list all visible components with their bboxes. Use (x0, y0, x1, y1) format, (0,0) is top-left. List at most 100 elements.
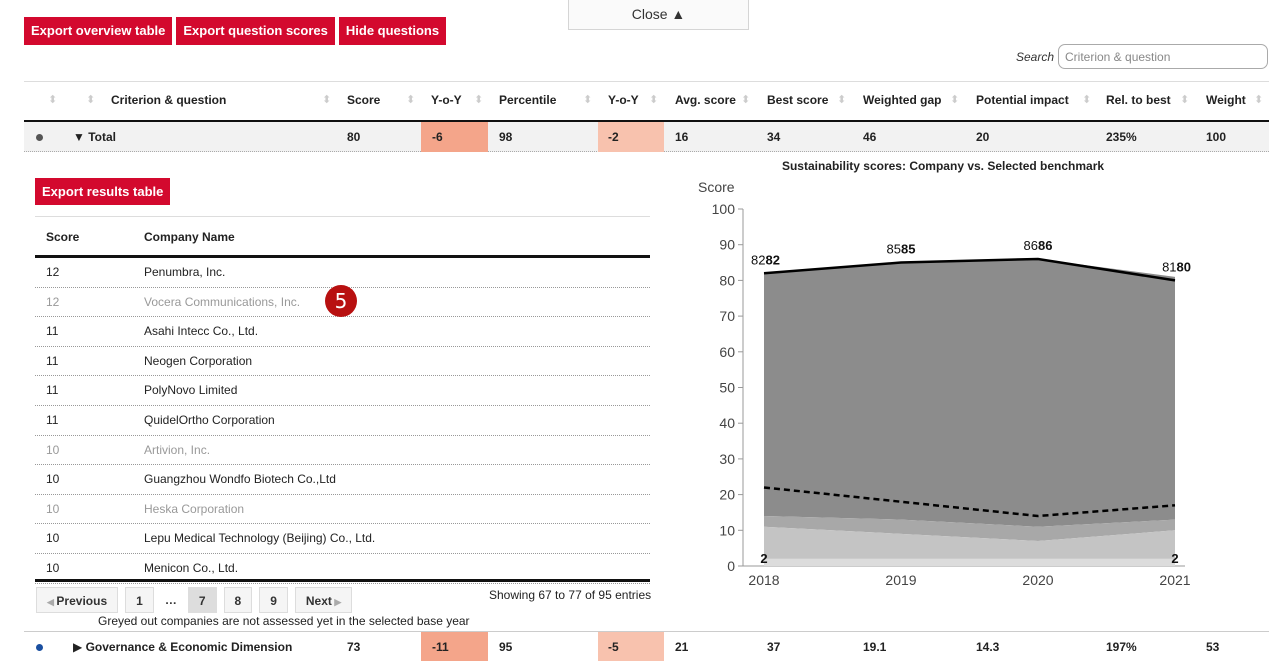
total-weight: 100 (1206, 130, 1227, 144)
export-results-button[interactable]: Export results table (35, 178, 171, 205)
table-row[interactable]: 10 Heska Corporation (35, 495, 650, 525)
row-company-name[interactable]: Asahi Intecc Co., Ltd. (144, 324, 259, 339)
row-company-name[interactable]: PolyNovo Limited (144, 383, 238, 398)
row-company-name[interactable]: Guangzhou Wondfo Biotech Co.,Ltd (144, 472, 336, 487)
data-label-big: 86 (1038, 238, 1052, 253)
table-row[interactable]: 10 Menicon Co., Ltd. (35, 554, 650, 584)
governance-row[interactable]: ▶ Governance & Economic Dimension 73 -11… (24, 631, 1269, 661)
governance-label[interactable]: ▶ Governance & Economic Dimension (73, 640, 293, 654)
row-company-name[interactable]: Heska Corporation (144, 501, 245, 516)
row-company-name[interactable]: Menicon Co., Ltd. (144, 561, 239, 575)
page-button[interactable]: 9 (259, 587, 288, 613)
table-row[interactable]: 11 Neogen Corporation (35, 347, 650, 377)
table-row[interactable]: 12 Penumbra, Inc. (35, 258, 650, 288)
sort-icon[interactable]: ⬍ (1254, 94, 1264, 106)
next-button[interactable]: Next ▶ (294, 587, 353, 613)
col-percentile[interactable]: Percentile (499, 93, 557, 107)
total-label[interactable]: ▼ Total (73, 130, 116, 144)
y-tick-label: 60 (719, 344, 735, 360)
gov-weight: 53 (1206, 640, 1220, 654)
data-label: 8282 (751, 252, 780, 267)
area-top (764, 258, 1175, 527)
next-label: Next (305, 594, 332, 608)
total-score: 80 (347, 130, 361, 144)
row-company-name[interactable]: Artivion, Inc. (144, 442, 211, 457)
col-avg-score[interactable]: Avg. score (675, 93, 736, 107)
export-overview-button[interactable]: Export overview table (24, 17, 173, 45)
area-band-3 (764, 558, 1175, 566)
row-company-name[interactable]: Penumbra, Inc. (144, 265, 226, 279)
row-company-name[interactable]: QuidelOrtho Corporation (144, 413, 275, 427)
gov-best: 37 (767, 640, 781, 654)
table-row[interactable]: 11 PolyNovo Limited (35, 376, 650, 406)
table-row[interactable]: 10 Lepu Medical Technology (Beijing) Co.,… (35, 524, 650, 554)
col-yoy-percentile[interactable]: Y-o-Y (608, 93, 639, 107)
gov-yoy: -11 (421, 632, 488, 661)
bottom-data-label: 2 (1171, 551, 1178, 566)
total-row[interactable]: ▼ Total 80 -6 98 -2 16 34 46 20 235% 100 (24, 122, 1269, 152)
sort-icon[interactable]: ⬍ (474, 94, 484, 106)
row-company-name[interactable]: Lepu Medical Technology (Beijing) Co., L… (144, 531, 376, 546)
row-score: 11 (46, 353, 59, 368)
y-tick-label: 30 (719, 451, 735, 467)
row-score: 11 (46, 413, 59, 427)
search-input[interactable] (1058, 44, 1268, 69)
col-yoy[interactable]: Y-o-Y (431, 93, 462, 107)
row-company-name[interactable]: Neogen Corporation (144, 353, 253, 368)
area-band-2 (764, 526, 1175, 559)
page-button[interactable]: 1 (125, 587, 154, 613)
data-label-small: 86 (1024, 238, 1038, 253)
results-col-score[interactable]: Score (46, 230, 80, 244)
page-button-active[interactable]: 7 (187, 587, 217, 613)
sort-icon[interactable]: ⬍ (322, 94, 332, 106)
sort-icon[interactable]: ⬍ (86, 94, 96, 106)
total-weighted-gap: 46 (863, 130, 877, 144)
chart-y-label: Score (698, 179, 735, 195)
sort-icon[interactable]: ⬍ (583, 94, 593, 106)
benchmark-series-line (763, 486, 1176, 518)
sort-icon[interactable]: ⬍ (1082, 94, 1092, 106)
total-avg: 16 (675, 130, 689, 144)
showing-entries: Showing 67 to 77 of 95 entries (489, 588, 652, 602)
sort-icon[interactable]: ⬍ (741, 94, 751, 106)
gov-score: 73 (347, 640, 361, 654)
sort-icon[interactable]: ⬍ (48, 94, 58, 106)
col-criterion[interactable]: Criterion & question (111, 93, 227, 107)
row-score: 10 (46, 472, 60, 487)
sort-icon[interactable]: ⬍ (406, 94, 416, 106)
col-potential-impact[interactable]: Potential impact (976, 93, 1069, 107)
sort-icon[interactable]: ⬍ (649, 94, 659, 106)
row-score: 10 (46, 561, 60, 575)
col-weighted-gap[interactable]: Weighted gap (863, 93, 942, 107)
chevron-right-icon: ▶ (331, 597, 342, 607)
y-tick-label: 70 (719, 308, 735, 324)
table-row[interactable]: 10 Guangzhou Wondfo Biotech Co.,Ltd (35, 465, 650, 495)
table-row[interactable]: 11 Asahi Intecc Co., Ltd. (35, 317, 650, 347)
col-weight[interactable]: Weight (1206, 93, 1246, 107)
sort-icon[interactable]: ⬍ (837, 94, 847, 106)
total-yoy-percentile: -2 (598, 122, 664, 152)
table-row[interactable]: 10 Artivion, Inc. (35, 436, 650, 466)
y-tick-label: 50 (719, 380, 735, 396)
export-question-scores-button[interactable]: Export question scores (176, 17, 335, 45)
sort-icon[interactable]: ⬍ (950, 94, 960, 106)
previous-button[interactable]: ◀ Previous (36, 587, 119, 613)
col-rel-to-best[interactable]: Rel. to best (1106, 93, 1171, 107)
sort-icon[interactable]: ⬍ (1180, 94, 1190, 106)
table-row[interactable]: 11 QuidelOrtho Corporation (35, 406, 650, 436)
hide-questions-button[interactable]: Hide questions (338, 17, 447, 45)
gov-yoy-percentile: -5 (598, 632, 664, 661)
row-company-name[interactable]: Vocera Communications, Inc. (144, 294, 301, 309)
status-dot-icon (36, 644, 43, 651)
data-label: 8585 (887, 242, 916, 257)
page-button[interactable]: 8 (223, 587, 253, 613)
col-score[interactable]: Score (347, 93, 381, 107)
pagination: ◀ Previous 1 … 7 8 9 Next ▶ (36, 587, 353, 613)
results-col-company[interactable]: Company Name (144, 230, 235, 244)
col-best-score[interactable]: Best score (767, 93, 829, 107)
close-button[interactable]: Close ▲ (568, 0, 749, 30)
total-percentile: 98 (499, 130, 513, 144)
y-tick-label: 40 (719, 415, 735, 431)
sustainability-chart: Sustainability scores: Company vs. Selec… (698, 159, 1191, 588)
data-label-small: 82 (751, 252, 765, 267)
